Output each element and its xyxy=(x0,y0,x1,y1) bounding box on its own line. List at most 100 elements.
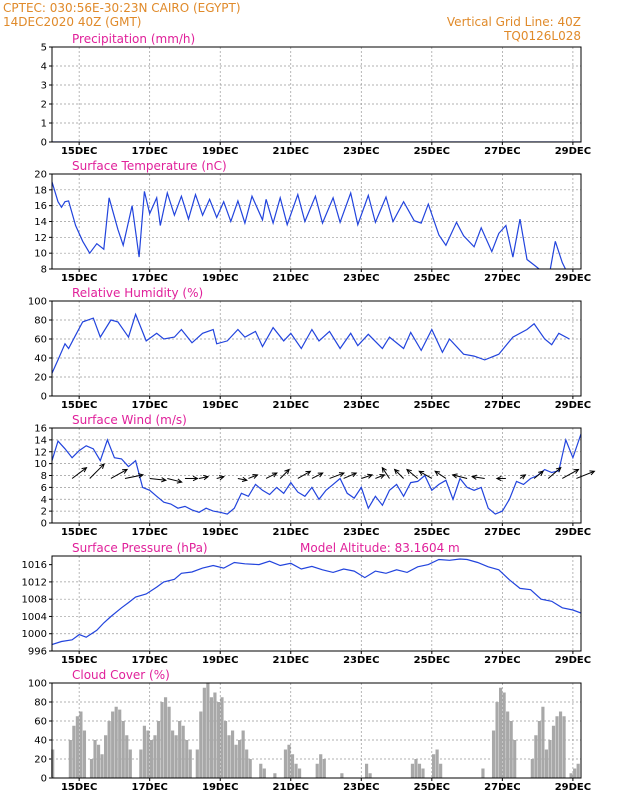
wind-arrow-head xyxy=(418,470,425,476)
y-tick-label: 8 xyxy=(41,265,47,276)
wind-arrow-head xyxy=(338,472,346,478)
cloud-bar xyxy=(128,749,132,778)
wind-arrow-shaft xyxy=(562,469,579,479)
x-tick-label: 21DEC xyxy=(273,146,309,157)
cloud-bar xyxy=(206,683,210,778)
x-tick-label: 27DEC xyxy=(484,782,520,793)
wind-arrow xyxy=(519,474,527,480)
panel-annotation: Model Altitude: 83.1604 m xyxy=(300,541,460,555)
x-tick-label: 25DEC xyxy=(414,655,450,666)
cloud-bar xyxy=(125,735,129,778)
wind-arrow xyxy=(297,470,312,479)
x-tick-label: 29DEC xyxy=(555,655,591,666)
cloud-bar xyxy=(576,763,580,778)
cloud-bar xyxy=(72,725,76,778)
y-tick-label: 6 xyxy=(41,483,47,494)
y-tick-label: 4 xyxy=(41,495,47,506)
wind-arrow xyxy=(89,463,105,479)
x-tick-label: 25DEC xyxy=(414,400,450,411)
wind-arrow-head xyxy=(351,472,358,478)
wind-arrow-shaft xyxy=(361,474,373,479)
cloud-bar xyxy=(340,773,344,778)
cloud-bar xyxy=(104,735,108,778)
cloud-bar xyxy=(439,763,443,778)
panel-pres: Surface Pressure (hPa) Model Altitude: 83… xyxy=(22,541,592,666)
y-tick-label: 100 xyxy=(28,679,47,690)
y-tick-label: 2 xyxy=(41,507,47,518)
y-tick-label: 14 xyxy=(34,435,47,446)
x-tick-label: 23DEC xyxy=(343,400,379,411)
wind-arrow xyxy=(329,472,346,479)
cloud-bar xyxy=(534,735,538,778)
wind-arrow-shaft xyxy=(265,472,278,479)
cloud-bar xyxy=(506,711,510,778)
cloud-bar xyxy=(107,721,111,778)
cloud-bar xyxy=(121,721,125,778)
wind-arrow xyxy=(343,472,358,479)
wind-arrow-head xyxy=(367,473,374,479)
cloud-bar xyxy=(163,697,168,778)
x-tick-label: 17DEC xyxy=(131,655,167,666)
cloud-bar xyxy=(562,716,566,778)
plot-frame xyxy=(51,300,582,397)
wind-arrow-shaft xyxy=(406,469,419,479)
wind-arrow-head xyxy=(520,474,527,480)
cloud-bar xyxy=(322,759,326,778)
cloud-bar xyxy=(149,740,154,778)
cloud-bar xyxy=(156,721,161,778)
y-tick-label: 60 xyxy=(34,335,47,346)
y-tick-label: 1012 xyxy=(22,577,47,588)
cloud-bar xyxy=(495,702,499,778)
wind-arrow-shaft xyxy=(237,477,247,481)
wind-arrow-shaft xyxy=(124,474,144,479)
cloud-bar xyxy=(290,754,295,778)
y-tick-label: 996 xyxy=(28,647,47,658)
cloud-bar xyxy=(502,692,506,778)
x-tick-label: 27DEC xyxy=(484,655,520,666)
wind-arrow-head xyxy=(192,475,199,482)
cloud-bar xyxy=(319,754,323,778)
wind-arrow-head xyxy=(555,466,562,473)
cloud-bar xyxy=(171,730,175,778)
cloud-bar xyxy=(111,711,115,778)
panel-precip: Precipitation (mm/h) 15DEC 17DEC 19DEC 21DEC… xyxy=(41,32,591,157)
cloud-bar xyxy=(287,744,291,778)
wind-arrow-shaft xyxy=(375,474,385,479)
y-tick-label: 16 xyxy=(34,201,47,212)
y-tick-label: 12 xyxy=(34,233,47,244)
cloud-bar xyxy=(541,706,545,778)
wind-arrow-shaft xyxy=(452,474,468,479)
wind-arrow-shaft xyxy=(110,469,128,479)
panel-temp: Surface Temperature (nC) 15DEC 17DEC 19DEC 2… xyxy=(34,159,591,284)
cloud-bar xyxy=(146,730,150,778)
wind-arrow xyxy=(149,477,168,483)
x-tick-label: 17DEC xyxy=(131,527,167,538)
cloud-bar xyxy=(153,735,157,778)
cloud-bar xyxy=(230,730,235,778)
cloud-bar xyxy=(431,754,436,778)
panel-title: Cloud Cover (%) xyxy=(72,668,170,682)
wind-arrow-shaft xyxy=(216,476,225,479)
x-tick-label: 27DEC xyxy=(484,146,520,157)
y-tick-label: 1 xyxy=(41,119,47,130)
cloud-bar xyxy=(499,687,503,778)
cloud-bar xyxy=(283,749,288,778)
x-tick-label: 15DEC xyxy=(61,655,97,666)
x-tick-label: 25DEC xyxy=(414,273,450,284)
wind-arrow-head xyxy=(81,466,88,473)
wind-arrow-head xyxy=(589,470,596,476)
wind-arrow-head xyxy=(434,470,441,476)
cloud-bar xyxy=(414,759,418,778)
cloud-bar xyxy=(213,692,217,778)
wind-arrow-head xyxy=(451,473,458,479)
cloud-bar xyxy=(513,740,517,778)
cloud-bar xyxy=(530,759,534,778)
wind-arrow xyxy=(248,474,259,479)
cloud-bar xyxy=(410,763,415,778)
y-tick-label: 2 xyxy=(41,100,47,111)
x-tick-label: 21DEC xyxy=(273,273,309,284)
wind-arrow xyxy=(237,476,248,483)
wind-arrow-head xyxy=(495,475,502,482)
cloud-bar xyxy=(188,749,192,778)
x-tick-label: 29DEC xyxy=(555,782,591,793)
